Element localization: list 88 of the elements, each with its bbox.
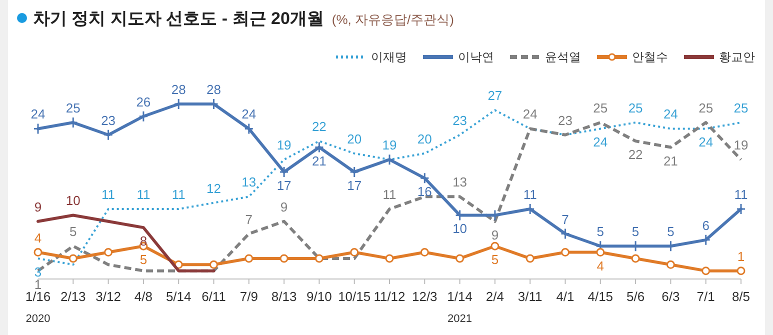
x-tick-label: 4/15	[588, 289, 614, 304]
data-label: 10	[452, 221, 468, 236]
data-label: 24	[30, 106, 46, 122]
data-label: 17	[347, 178, 362, 193]
data-label: 21	[312, 153, 326, 168]
data-label: 19	[382, 138, 397, 153]
data-label: 1	[34, 276, 42, 292]
data-label: 25	[66, 100, 80, 116]
data-label: 19	[276, 138, 292, 153]
data-label: 12	[206, 180, 221, 196]
data-label: 6	[702, 218, 710, 233]
x-tick-label: 8/13	[271, 289, 297, 304]
data-label: 7	[562, 212, 569, 227]
data-label: 24	[663, 106, 678, 122]
x-tick-label: 3/11	[518, 289, 542, 304]
data-label: 27	[488, 88, 502, 104]
data-label: 21	[663, 153, 678, 168]
data-label: 23	[558, 112, 572, 128]
data-label: 9	[280, 199, 288, 214]
text: 2021	[448, 313, 472, 325]
data-label: 20	[347, 131, 362, 146]
data-label: 4	[34, 230, 42, 246]
legend-label: 황교안	[719, 50, 755, 64]
data-label: 28	[171, 82, 186, 97]
data-label: 5	[70, 224, 77, 240]
data-label: 7	[245, 212, 253, 227]
data-label: 13	[452, 174, 468, 190]
data-label: 22	[312, 119, 326, 134]
x-tick-label: 7/1	[696, 289, 715, 304]
data-label: 10	[66, 193, 80, 208]
data-label: 5	[140, 252, 148, 268]
data-label: 24	[698, 134, 714, 150]
text: 2020	[26, 313, 50, 325]
x-tick-label: 7/9	[240, 289, 258, 304]
data-label: 17	[276, 178, 292, 193]
x-tick-label: 4/8	[134, 289, 152, 304]
x-tick-label: 2/13	[60, 289, 86, 304]
data-label: 20	[417, 131, 432, 146]
data-label: 4	[596, 258, 604, 274]
data-label: 1	[737, 248, 745, 264]
chart-title: 차기 정치 지도자 선호도 - 최근 20개월	[33, 9, 324, 28]
x-tick-label: 1/16	[25, 289, 51, 304]
data-label: 5	[632, 224, 640, 240]
data-label: 24	[242, 106, 256, 122]
data-label: 3	[34, 264, 42, 280]
x-tick-label: 6/3	[662, 289, 680, 304]
data-label: 11	[172, 187, 186, 202]
x-tick-label: 12/3	[412, 289, 438, 304]
data-label: 11	[382, 187, 396, 202]
legend-label: 윤석열	[545, 50, 581, 64]
data-label: 25	[628, 100, 643, 116]
data-label: 24	[522, 106, 538, 122]
data-label: 26	[136, 94, 151, 110]
x-tick-label: 4/1	[556, 289, 574, 304]
x-tick-label: 2/4	[486, 289, 504, 304]
legend-label: 이재명	[371, 50, 407, 64]
data-label: 25	[698, 100, 714, 116]
x-tick-label: 5/6	[626, 289, 645, 304]
data-label: 11	[734, 187, 748, 202]
x-tick-label: 1/14	[447, 289, 472, 304]
data-label: 13	[242, 174, 256, 190]
data-label: 19	[734, 138, 748, 153]
data-label: 9	[34, 199, 42, 214]
x-tick-label: 9/10	[306, 289, 332, 304]
x-tick-label: 10/15	[338, 289, 371, 304]
data-label: 23	[101, 112, 116, 128]
data-label: 25	[593, 100, 608, 116]
data-label: 24	[593, 134, 608, 150]
legend-label: 안철수	[632, 50, 668, 64]
x-tick-label: 11/12	[374, 289, 406, 304]
legend-label: 이낙연	[458, 50, 494, 64]
data-label: 25	[734, 100, 748, 116]
data-label: 28	[206, 82, 221, 97]
x-tick-label: 5/14	[166, 289, 192, 304]
data-label: 5	[596, 224, 604, 240]
chart-subtitle: (%, 자유응답/주관식)	[332, 12, 454, 27]
x-tick-label: 3/12	[96, 289, 121, 304]
data-label: 9	[491, 227, 499, 242]
data-label: 16	[417, 184, 432, 200]
data-label: 11	[102, 187, 116, 202]
data-label: 22	[628, 147, 643, 162]
data-label: 11	[136, 187, 150, 202]
x-tick-label: 6/11	[202, 289, 226, 304]
x-tick-label: 8/5	[732, 289, 750, 304]
data-label: 23	[452, 112, 468, 128]
data-label: 5	[667, 224, 674, 240]
data-label: 5	[491, 252, 499, 268]
data-label: 11	[523, 187, 537, 202]
